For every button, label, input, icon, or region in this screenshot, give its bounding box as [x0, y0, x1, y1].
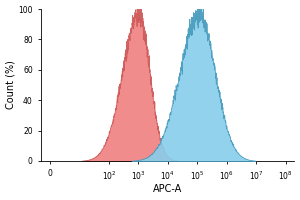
X-axis label: APC-A: APC-A	[153, 184, 182, 194]
Y-axis label: Count (%): Count (%)	[6, 61, 16, 109]
